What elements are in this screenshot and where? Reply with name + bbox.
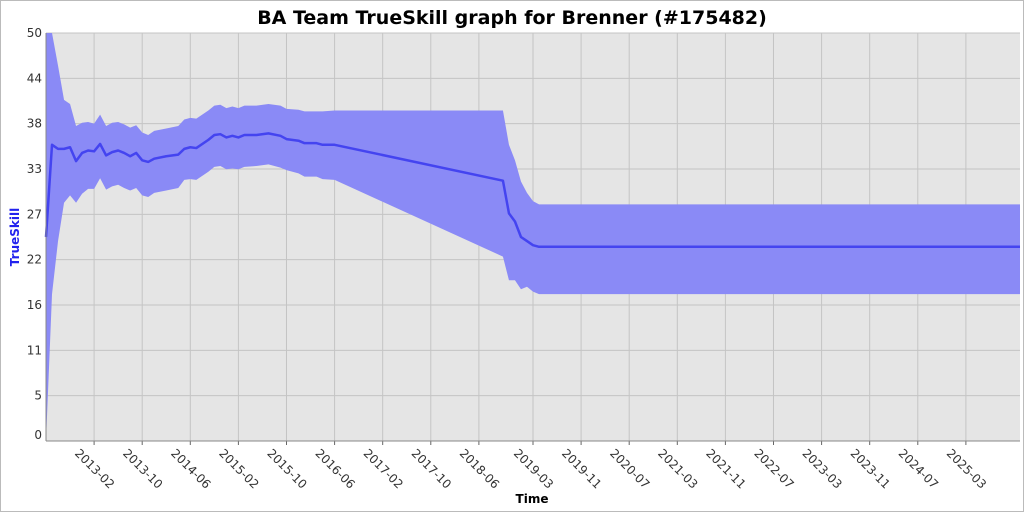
y-tick-label: 44	[27, 71, 42, 85]
y-tick-label: 33	[27, 162, 42, 176]
x-axis-label: Time	[516, 492, 549, 506]
y-tick-label: 22	[27, 253, 42, 267]
y-tick-label: 38	[27, 117, 42, 131]
y-tick-label: 0	[34, 428, 42, 442]
y-axis-label: TrueSkill	[8, 208, 22, 266]
y-tick-label: 11	[27, 343, 42, 357]
trueskill-line	[44, 132, 1020, 249]
y-tick-label: 27	[27, 207, 42, 221]
y-tick-label: 16	[27, 298, 42, 312]
y-tick-label: 5	[34, 389, 42, 403]
y-tick-label: 50	[27, 26, 42, 40]
chart-title: BA Team TrueSkill graph for Brenner (#17…	[257, 7, 767, 29]
uncertainty-band	[46, 33, 1020, 441]
